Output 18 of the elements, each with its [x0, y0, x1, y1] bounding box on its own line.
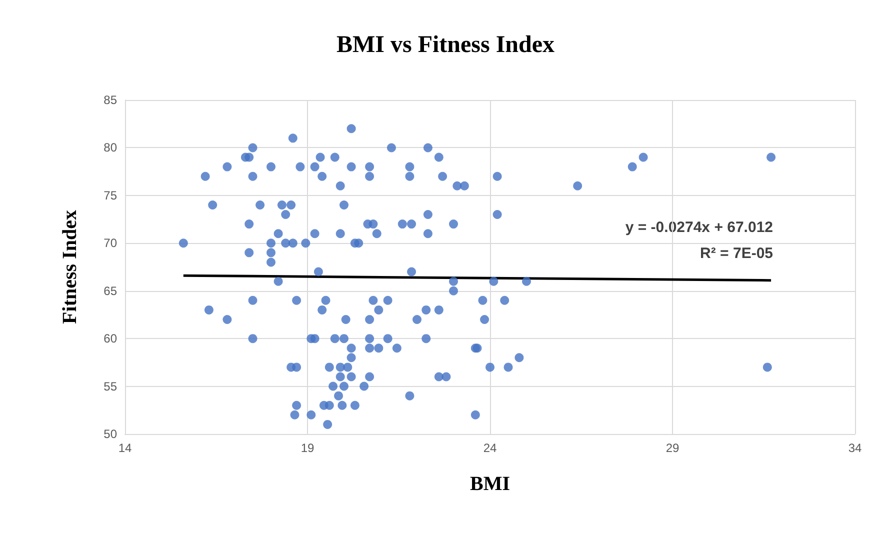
- annotation: R² = 7E-05: [700, 245, 774, 262]
- y-tick-label: 50: [104, 427, 118, 441]
- x-tick-label: 14: [118, 441, 132, 455]
- y-axis-title: Fitness Index: [59, 210, 81, 324]
- chart-title: BMI vs Fitness Index: [336, 32, 555, 58]
- y-tick-label: 80: [104, 140, 118, 155]
- x-tick-label: 19: [300, 441, 314, 455]
- y-tick-label: 65: [104, 284, 118, 298]
- y-tick-label: 75: [104, 188, 118, 202]
- annotation: y = -0.0274x + 67.012: [625, 219, 774, 236]
- x-tick-label: 29: [666, 441, 680, 455]
- x-tick-label: 24: [483, 441, 497, 455]
- y-tick-label: 70: [104, 236, 118, 250]
- x-tick-label: 34: [848, 441, 862, 455]
- y-tick-label: 85: [104, 93, 118, 107]
- y-tick-label: 55: [104, 379, 118, 394]
- x-axis-title: BMI: [470, 473, 510, 495]
- y-tick-label: 60: [104, 332, 118, 346]
